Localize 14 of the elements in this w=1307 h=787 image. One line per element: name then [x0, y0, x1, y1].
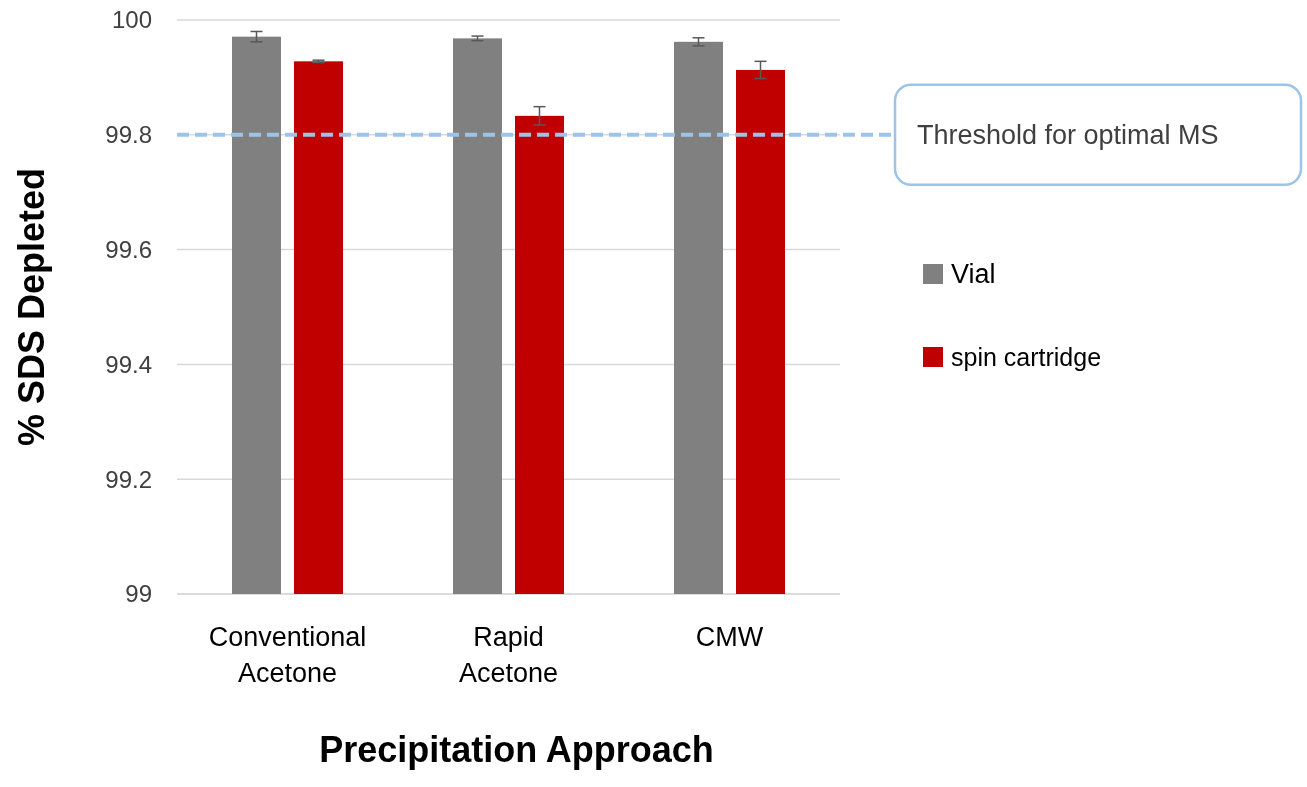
legend-label: Vial — [951, 259, 996, 290]
y-tick-label: 100 — [111, 6, 152, 34]
y-tick-label: 99 — [125, 580, 152, 608]
y-axis-title: % SDS Depleted — [11, 167, 52, 447]
y-tick-label: 99.4 — [105, 350, 152, 378]
x-axis-title: Precipitation Approach — [319, 729, 714, 770]
x-tick-label: CMW — [695, 622, 764, 652]
y-tick-label: 99.2 — [105, 465, 152, 493]
ref-line-label: Threshold for optimal MS — [917, 120, 1219, 151]
x-tick-label: Rapid Acetone — [458, 622, 559, 688]
legend-label: spin cartridge — [951, 342, 1102, 371]
y-tick-label: 99.6 — [105, 236, 152, 263]
x-tick-label: Conventional Acetone — [208, 622, 367, 688]
y-tick-label: 99.8 — [105, 121, 152, 149]
